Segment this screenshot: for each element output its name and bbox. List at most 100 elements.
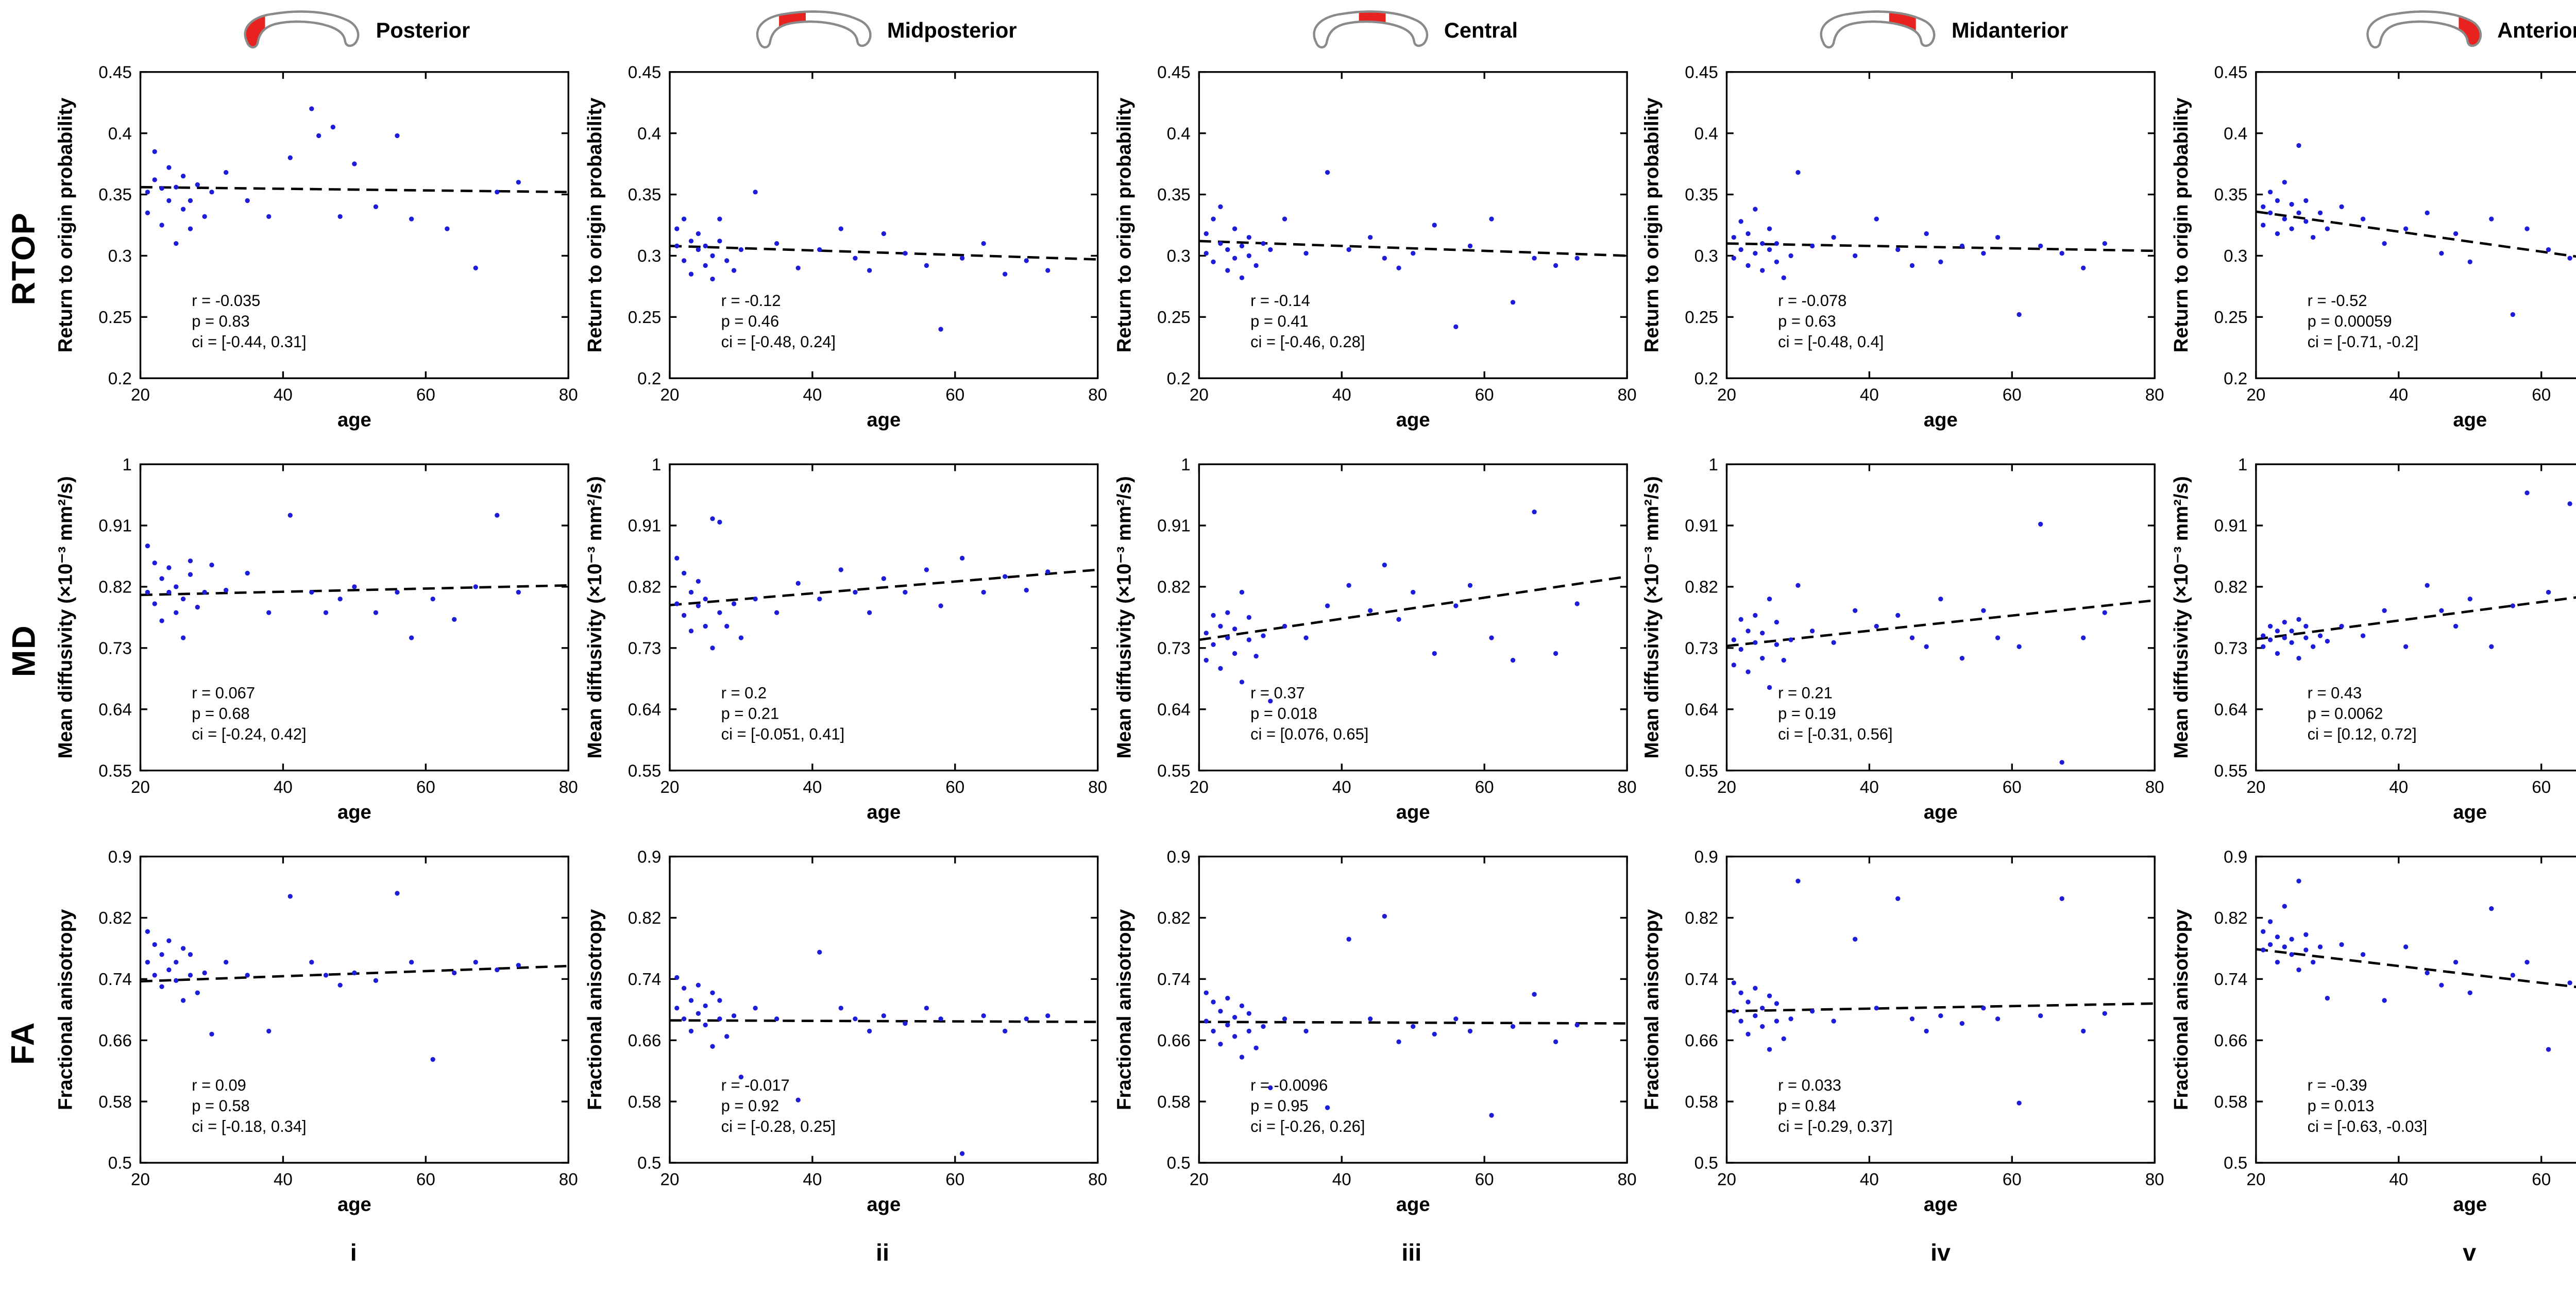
scatter-point xyxy=(2340,942,2345,947)
scatter-point xyxy=(1896,247,1901,252)
row-label-rtop: RTOP xyxy=(0,62,52,454)
scatter-point xyxy=(1960,243,1965,249)
scatter-point xyxy=(717,610,722,615)
scatter-point xyxy=(2489,644,2495,649)
scatter-point xyxy=(1367,235,1372,240)
scatter-point xyxy=(795,265,801,270)
scatter-point xyxy=(731,1013,736,1019)
stats-line: r = -0.39 xyxy=(2308,1076,2367,1094)
plot-rtop-central: 20 40 60 80 0.2 0.25 0.3 0.35 0.4 0.45 Return to o… xyxy=(1109,62,1638,454)
scatter-point xyxy=(1231,1014,1236,1020)
x-tick-label: 60 xyxy=(945,386,964,405)
scatter-point xyxy=(2261,223,2266,228)
scatter-point xyxy=(1810,629,1816,634)
y-tick-label: 0.82 xyxy=(1686,578,1719,597)
x-axis-label: age xyxy=(867,1193,901,1215)
scatter-point xyxy=(337,982,343,988)
scatter-point xyxy=(1531,256,1536,261)
plot-md-midanterior: 20 40 60 80 0.55 0.64 0.73 0.82 0.91 1 Mean diffus… xyxy=(1638,454,2167,846)
scatter-point xyxy=(1231,651,1236,656)
x-tick-label: 60 xyxy=(1474,1170,1493,1189)
x-tick-label: 60 xyxy=(1474,778,1493,797)
plot-rtop-posterior: 20 40 60 80 0.2 0.25 0.3 0.35 0.4 0.45 Return to o… xyxy=(52,62,581,454)
y-tick-label: 0.66 xyxy=(628,1031,661,1050)
y-tick-label: 0.9 xyxy=(108,847,132,867)
y-tick-label: 1 xyxy=(1709,455,1719,474)
scatter-point xyxy=(709,646,715,651)
scatter-point xyxy=(2039,1013,2044,1019)
scatter-point xyxy=(2453,959,2459,965)
scatter-point xyxy=(731,601,736,606)
scatter-point xyxy=(1981,608,1987,613)
scatter-point xyxy=(1810,243,1816,249)
scatter-point xyxy=(1768,1047,1773,1052)
stats-line: r = -0.52 xyxy=(2308,292,2367,310)
stats-line: ci = [0.12, 0.72] xyxy=(2308,725,2417,743)
scatter-point xyxy=(516,962,521,968)
x-tick-label: 40 xyxy=(803,1170,822,1189)
scatter-point xyxy=(2439,982,2445,988)
scatter-point xyxy=(2275,231,2280,236)
y-axis-label: Fractional anisotropy xyxy=(583,909,605,1110)
row-label-text: FA xyxy=(7,1021,43,1064)
x-tick-label: 20 xyxy=(660,1170,679,1189)
x-tick-label: 20 xyxy=(1718,1170,1737,1189)
scatter-point xyxy=(2318,944,2323,949)
scatter-point xyxy=(1210,999,1215,1005)
scatter-point xyxy=(1510,657,1515,663)
y-axis-label: Mean diffusivity (×10⁻³ mm²/s) xyxy=(583,476,605,758)
scatter-point xyxy=(838,567,843,572)
scatter-point xyxy=(309,959,314,965)
stats-line: r = -0.14 xyxy=(1250,292,1310,310)
scatter-point xyxy=(2468,990,2473,995)
scatter-point xyxy=(1768,993,1773,998)
scatter-point xyxy=(1960,655,1965,661)
scatter-point xyxy=(2318,633,2323,638)
scatter-point xyxy=(445,226,450,231)
scatter-point xyxy=(1746,669,1751,674)
x-tick-label: 80 xyxy=(1088,1170,1107,1189)
scatter-point xyxy=(2103,1011,2108,1016)
y-tick-label: 0.25 xyxy=(2214,308,2248,327)
axes-box xyxy=(2255,71,2576,379)
y-axis-label: Return to origin probability xyxy=(583,97,605,353)
scatter-point xyxy=(2261,929,2266,934)
scatter-point xyxy=(681,216,686,222)
scatter-point xyxy=(224,170,229,175)
x-axis-label: age xyxy=(337,409,371,431)
scatter-point xyxy=(352,970,357,976)
scatter-point xyxy=(224,587,229,593)
x-tick-label: 40 xyxy=(1331,1170,1350,1189)
scatter-point xyxy=(1381,256,1386,261)
cc-highlight-region xyxy=(2458,16,2481,46)
scatter-point xyxy=(1782,1036,1787,1041)
y-tick-label: 0.74 xyxy=(628,970,661,989)
y-tick-label: 0.64 xyxy=(98,700,132,719)
scatter-point xyxy=(2290,226,2295,231)
scatter-plot: 20 40 60 80 0.2 0.25 0.3 0.35 0.4 0.45 Return to o… xyxy=(1641,63,2165,431)
scatter-point xyxy=(938,1016,943,1022)
x-axis-label: age xyxy=(2453,409,2487,431)
scatter-point xyxy=(180,174,186,179)
scatter-point xyxy=(696,1011,701,1016)
scatter-point xyxy=(516,589,521,595)
scatter-point xyxy=(1253,263,1258,268)
scatter-point xyxy=(1746,231,1751,236)
stats-line: p = 0.00059 xyxy=(2308,312,2392,330)
y-tick-label: 0.58 xyxy=(1157,1093,1190,1112)
scatter-point xyxy=(495,513,500,518)
scatter-point xyxy=(902,589,907,595)
scatter-point xyxy=(696,579,701,584)
scatter-point xyxy=(323,610,329,615)
scatter-point xyxy=(1753,207,1758,212)
scatter-point xyxy=(495,190,500,195)
scatter-point xyxy=(516,180,521,185)
scatter-point xyxy=(245,570,250,576)
stats-line: ci = [-0.29, 0.37] xyxy=(1778,1117,1893,1135)
scatter-point xyxy=(337,597,343,602)
y-tick-label: 0.82 xyxy=(2214,909,2248,928)
scatter-point xyxy=(2425,970,2430,976)
scatter-point xyxy=(681,258,686,263)
scatter-plot: 20 40 60 80 0.55 0.64 0.73 0.82 0.91 1 Mean diffus… xyxy=(1641,455,2165,823)
scatter-point xyxy=(2275,198,2280,203)
